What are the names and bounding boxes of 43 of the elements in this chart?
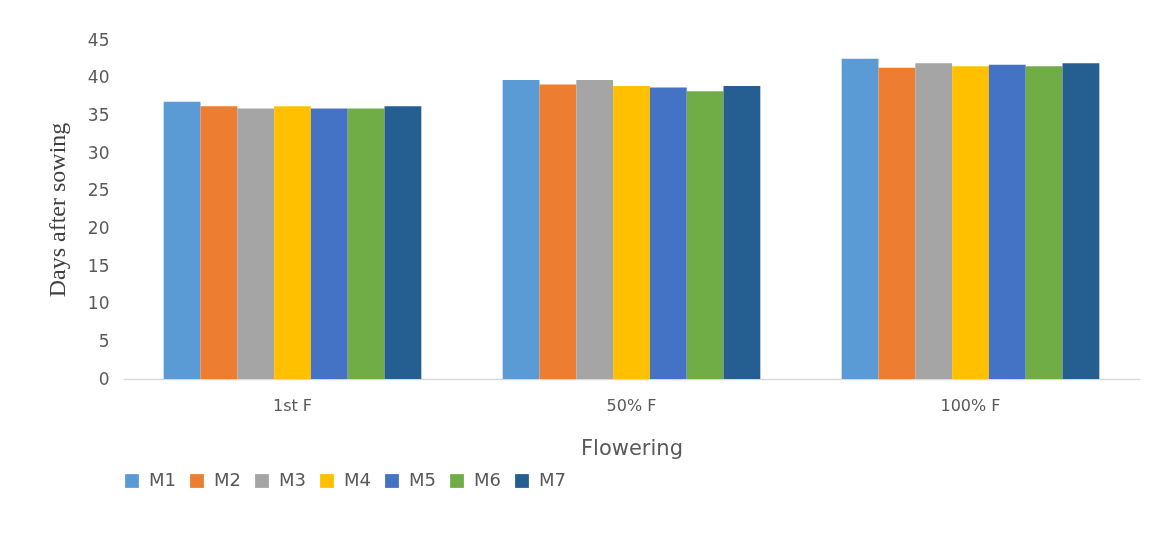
- bar: [237, 108, 275, 379]
- bar: [502, 79, 540, 379]
- y-tick-label: 30: [87, 142, 110, 163]
- bar: [200, 106, 238, 379]
- bar: [686, 91, 724, 379]
- y-tick-label: 25: [87, 180, 110, 201]
- y-tick-label: 45: [87, 29, 110, 50]
- legend-label: M2: [214, 469, 241, 490]
- bar: [988, 64, 1026, 379]
- legend-label: M7: [539, 469, 566, 490]
- bar: [1025, 66, 1063, 379]
- y-axis-title: Days after sowing: [43, 122, 70, 298]
- legend-label: M6: [474, 469, 501, 490]
- legend-label: M5: [409, 469, 436, 490]
- y-tick-label: 35: [87, 104, 110, 125]
- legend-label: M4: [344, 469, 371, 490]
- legend-label: M3: [279, 469, 306, 490]
- x-tick-label: 1st F: [272, 395, 313, 415]
- bar: [723, 85, 761, 379]
- bar: [915, 63, 953, 379]
- y-tick-label: 5: [98, 330, 110, 351]
- bar: [310, 108, 348, 379]
- bar: [576, 79, 614, 379]
- bar: [1062, 63, 1100, 379]
- bar: [163, 101, 201, 379]
- x-axis-title: Flowering: [581, 435, 683, 460]
- bar: [539, 84, 577, 379]
- x-tick-label: 100% F: [940, 395, 1001, 415]
- y-tick-label: 0: [98, 368, 110, 389]
- bar: [952, 66, 989, 379]
- y-tick-label: 15: [87, 255, 110, 276]
- legend-label: M1: [149, 469, 176, 490]
- bar: [841, 58, 879, 379]
- x-tick-label: 50% F: [606, 395, 657, 415]
- y-tick-label: 20: [87, 217, 110, 238]
- y-tick-label: 10: [87, 293, 110, 314]
- bar: [878, 67, 916, 379]
- bar: [384, 106, 422, 379]
- bar: [649, 87, 687, 379]
- bar: [347, 108, 385, 379]
- y-tick-label: 40: [87, 67, 110, 88]
- bar: [613, 85, 650, 379]
- bar: [274, 106, 311, 379]
